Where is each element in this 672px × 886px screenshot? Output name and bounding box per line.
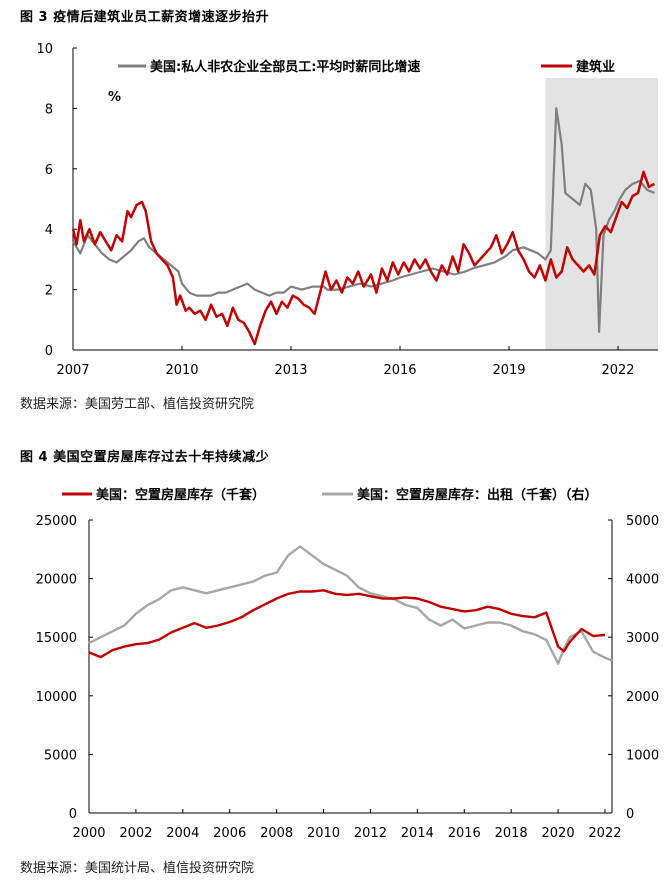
series-line-0	[88, 589, 606, 659]
x-tick-label: 2007	[56, 363, 89, 378]
right-tick-label: 0	[626, 807, 634, 822]
legend-label-1: 建筑业	[576, 59, 615, 75]
y-unit-label: %	[108, 90, 121, 105]
legend-label-0: 美国：空置房屋库存（千套）	[96, 487, 265, 503]
x-tick-label: 2014	[401, 826, 434, 841]
right-tick-label: 1000	[626, 748, 659, 763]
vacant-housing-chart: 0 5000 10000 15000 20000 25000 0 1000 2000 3000 40…	[36, 487, 659, 841]
y-tick-label: 0	[45, 344, 53, 359]
left-tick-label: 5000	[44, 748, 77, 763]
legend-label-0: 美国:私人非农企业全部员工:平均时薪同比增速	[150, 59, 420, 75]
left-tick-label: 0	[69, 807, 77, 822]
x-tick-label: 2022	[588, 826, 621, 841]
x-tick-label: 2002	[119, 826, 152, 841]
x-tick-label: 2022	[601, 363, 634, 378]
right-tick-label: 5000	[626, 514, 659, 529]
x-tick-label: 2016	[448, 826, 481, 841]
right-tick-label: 4000	[626, 573, 659, 588]
left-tick-label: 25000	[36, 514, 77, 529]
legend-label-1: 美国：空置房屋库存：出租（千套）（右）	[357, 487, 598, 503]
x-tick-label: 2004	[166, 826, 199, 841]
x-tick-label: 2008	[260, 826, 293, 841]
series-line-1	[88, 545, 613, 665]
left-tick-label: 10000	[36, 690, 77, 705]
left-tick-label: 20000	[36, 573, 77, 588]
x-tick-label: 2016	[383, 363, 416, 378]
x-tick-label: 2010	[165, 363, 198, 378]
right-tick-label: 3000	[626, 631, 659, 646]
right-tick-label: 2000	[626, 690, 659, 705]
x-tick-label: 2018	[495, 826, 528, 841]
figure-2-title: 图 4 美国空置房屋库存过去十年持续减少	[20, 450, 270, 465]
x-tick-label: 2019	[492, 363, 525, 378]
x-tick-label: 2013	[274, 363, 307, 378]
wage-growth-chart: 0 2 4 6 8 10 2007 2010 2013 2016 2019 2022% 美国:私人非农企…	[36, 42, 658, 378]
series-line-1	[71, 170, 655, 346]
x-tick-label: 2012	[354, 826, 387, 841]
shaded-region	[545, 78, 658, 350]
figure-1-title: 图 3 疫情后建筑业员工薪资增速逐步抬升	[20, 10, 270, 25]
x-tick-label: 2006	[213, 826, 246, 841]
figure-1-source: 数据来源：美国劳工部、植信投资研究院	[20, 397, 255, 412]
y-tick-label: 10	[36, 42, 53, 57]
y-tick-label: 2	[45, 284, 53, 299]
left-tick-label: 15000	[36, 631, 77, 646]
x-tick-label: 2020	[542, 826, 575, 841]
figure-2-source: 数据来源：美国统计局、植信投资研究院	[20, 861, 255, 876]
x-tick-label: 2000	[72, 826, 105, 841]
y-tick-label: 4	[45, 223, 53, 238]
y-tick-label: 8	[45, 102, 53, 117]
x-tick-label: 2010	[307, 826, 340, 841]
y-tick-label: 6	[45, 163, 53, 178]
